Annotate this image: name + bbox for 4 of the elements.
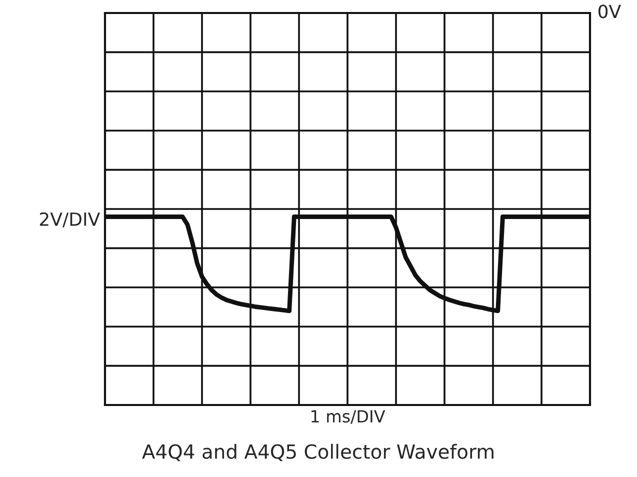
text: 1 ms/DIV xyxy=(312,410,386,424)
text: 0V xyxy=(598,4,621,18)
y-axis-title: 2V/DIV xyxy=(40,212,100,228)
text: A4Q4 and A4Q5 Collector Waveform xyxy=(142,444,494,462)
